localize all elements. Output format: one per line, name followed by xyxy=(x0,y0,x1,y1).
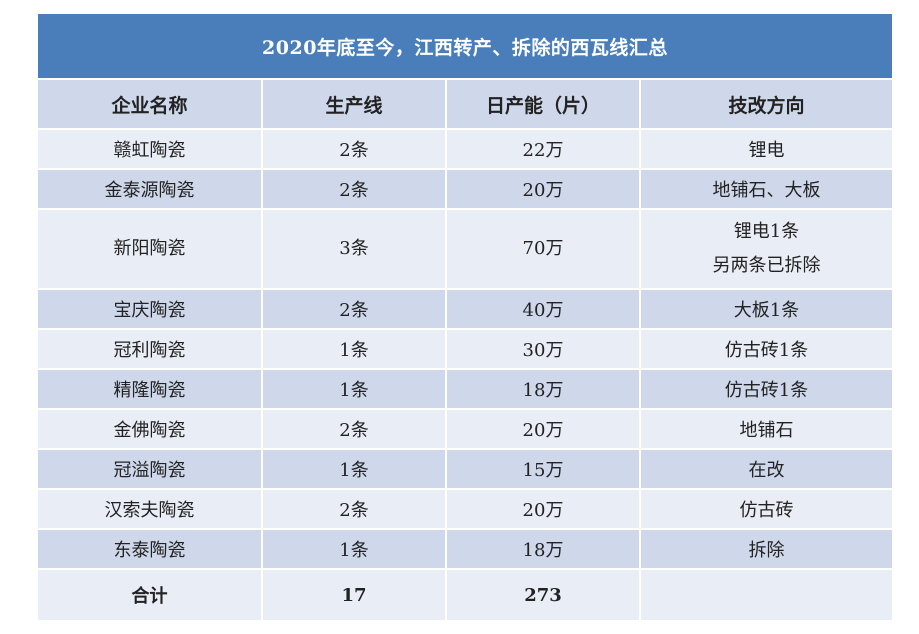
table-row: 金泰源陶瓷 2条 20万 地铺石、大板 xyxy=(38,169,892,210)
total-row: 合计 17 273 xyxy=(38,569,892,622)
cell-direction: 仿古砖1条 xyxy=(640,329,892,370)
cell-company: 新阳陶瓷 xyxy=(38,209,263,290)
summary-table-container: 2020年底至今，江西转产、拆除的西瓦线汇总 企业名称 生产线 日产能（片） 技… xyxy=(38,14,892,622)
header-lines: 生产线 xyxy=(262,80,447,130)
table-row: 精隆陶瓷 1条 18万 仿古砖1条 xyxy=(38,369,892,410)
cell-lines: 2条 xyxy=(262,489,447,530)
cell-lines: 2条 xyxy=(262,409,447,450)
cell-company: 赣虹陶瓷 xyxy=(38,129,263,170)
table-title: 2020年底至今，江西转产、拆除的西瓦线汇总 xyxy=(38,14,892,80)
table-body: 赣虹陶瓷 2条 22万 锂电 金泰源陶瓷 2条 20万 地铺石、大板 新阳陶瓷 3条 70万 锂电1条… xyxy=(38,129,892,570)
cell-capacity: 22万 xyxy=(446,129,641,170)
total-direction xyxy=(640,569,892,622)
header-company: 企业名称 xyxy=(38,80,263,130)
cell-lines: 2条 xyxy=(262,169,447,210)
table-row: 金佛陶瓷 2条 20万 地铺石 xyxy=(38,409,892,450)
table-row: 东泰陶瓷 1条 18万 拆除 xyxy=(38,529,892,570)
total-lines: 17 xyxy=(262,569,447,622)
cell-company: 金佛陶瓷 xyxy=(38,409,263,450)
cell-direction: 仿古砖 xyxy=(640,489,892,530)
cell-capacity: 20万 xyxy=(446,169,641,210)
cell-direction: 地铺石 xyxy=(640,409,892,450)
total-label: 合计 xyxy=(38,569,263,622)
cell-direction: 拆除 xyxy=(640,529,892,570)
total-capacity: 273 xyxy=(446,569,641,622)
table-row: 冠溢陶瓷 1条 15万 在改 xyxy=(38,449,892,490)
cell-direction: 锂电1条 另两条已拆除 xyxy=(640,209,892,290)
cell-company: 冠溢陶瓷 xyxy=(38,449,263,490)
header-capacity: 日产能（片） xyxy=(446,80,641,130)
table-row: 冠利陶瓷 1条 30万 仿古砖1条 xyxy=(38,329,892,370)
cell-company: 金泰源陶瓷 xyxy=(38,169,263,210)
cell-company: 精隆陶瓷 xyxy=(38,369,263,410)
cell-lines: 1条 xyxy=(262,449,447,490)
cell-lines: 1条 xyxy=(262,529,447,570)
cell-capacity: 15万 xyxy=(446,449,641,490)
cell-company: 东泰陶瓷 xyxy=(38,529,263,570)
cell-direction: 锂电 xyxy=(640,129,892,170)
table-row: 新阳陶瓷 3条 70万 锂电1条 另两条已拆除 xyxy=(38,209,892,290)
summary-table: 企业名称 生产线 日产能（片） 技改方向 赣虹陶瓷 2条 22万 锂电 金泰源陶瓷 2条 2… xyxy=(38,80,892,622)
table-row: 宝庆陶瓷 2条 40万 大板1条 xyxy=(38,289,892,330)
cell-lines: 1条 xyxy=(262,369,447,410)
cell-capacity: 18万 xyxy=(446,369,641,410)
cell-lines: 3条 xyxy=(262,209,447,290)
cell-direction: 仿古砖1条 xyxy=(640,369,892,410)
cell-direction: 地铺石、大板 xyxy=(640,169,892,210)
table-row: 汉索夫陶瓷 2条 20万 仿古砖 xyxy=(38,489,892,530)
table-row: 赣虹陶瓷 2条 22万 锂电 xyxy=(38,129,892,170)
cell-capacity: 40万 xyxy=(446,289,641,330)
cell-capacity: 20万 xyxy=(446,489,641,530)
cell-capacity: 18万 xyxy=(446,529,641,570)
cell-capacity: 20万 xyxy=(446,409,641,450)
cell-direction: 大板1条 xyxy=(640,289,892,330)
cell-company: 宝庆陶瓷 xyxy=(38,289,263,330)
cell-capacity: 70万 xyxy=(446,209,641,290)
cell-lines: 1条 xyxy=(262,329,447,370)
cell-company: 冠利陶瓷 xyxy=(38,329,263,370)
cell-capacity: 30万 xyxy=(446,329,641,370)
cell-lines: 2条 xyxy=(262,289,447,330)
header-direction: 技改方向 xyxy=(640,80,892,130)
cell-company: 汉索夫陶瓷 xyxy=(38,489,263,530)
cell-direction: 在改 xyxy=(640,449,892,490)
cell-lines: 2条 xyxy=(262,129,447,170)
header-row: 企业名称 生产线 日产能（片） 技改方向 xyxy=(38,80,892,130)
